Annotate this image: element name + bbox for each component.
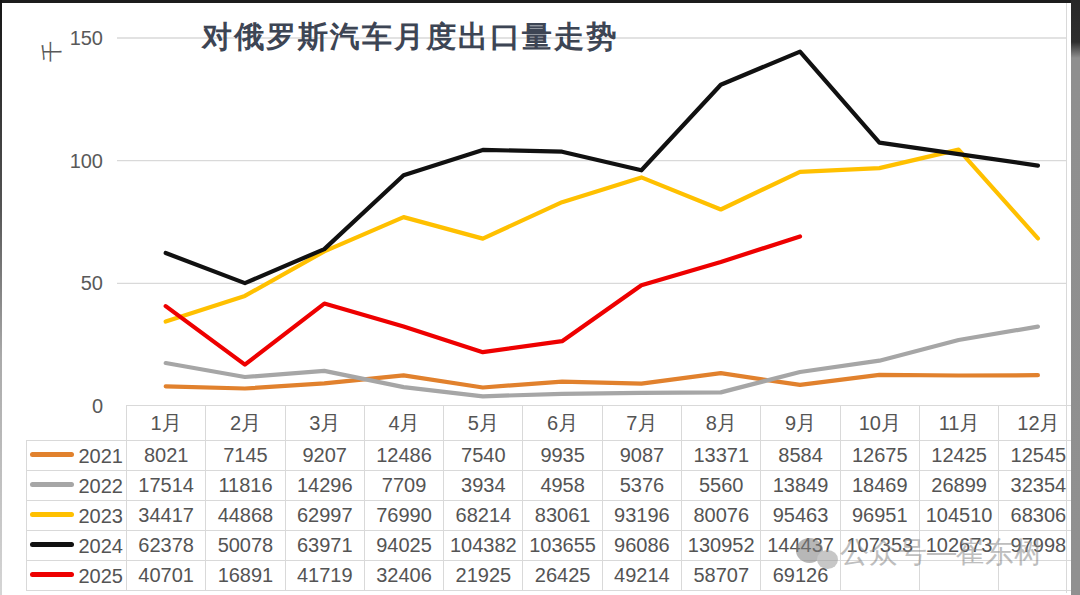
- value-cell: 7540: [444, 441, 523, 471]
- value-cell: 8584: [761, 441, 840, 471]
- series-legend: 2025: [27, 561, 127, 591]
- value-cell: 68306: [999, 501, 1078, 531]
- screenshot-root: 对俄罗斯汽车月度出口量走势 千 050100150 1月2月3月4月5月6月7月…: [0, 0, 1080, 595]
- series-legend: 2022: [27, 471, 127, 501]
- month-header: 1月: [127, 406, 206, 441]
- value-cell: 68214: [444, 501, 523, 531]
- value-cell: 16891: [206, 561, 285, 591]
- y-axis-tick-label: 100: [33, 149, 103, 172]
- screen-edge-top: [0, 0, 1080, 3]
- watermark-text: 公众号—崔东树: [840, 533, 1043, 573]
- value-cell: 12486: [364, 441, 443, 471]
- value-cell: 80076: [682, 501, 761, 531]
- value-cell: 13849: [761, 471, 840, 501]
- value-cell: 94025: [364, 531, 443, 561]
- value-cell: 34417: [127, 501, 206, 531]
- value-cell: 58707: [682, 561, 761, 591]
- series-line-2024: [166, 52, 1038, 284]
- value-cell: 49214: [602, 561, 681, 591]
- value-cell: 62997: [285, 501, 364, 531]
- table-row-2022: 2022175141181614296770939344958537655601…: [27, 471, 1079, 501]
- month-header: 10月: [840, 406, 919, 441]
- table-row-2021: 2021802171459207124867540993590871337185…: [27, 441, 1079, 471]
- chart-title: 对俄罗斯汽车月度出口量走势: [155, 17, 665, 58]
- value-cell: 9087: [602, 441, 681, 471]
- value-cell: 104382: [444, 531, 523, 561]
- value-cell: 76990: [364, 501, 443, 531]
- value-cell: 8021: [127, 441, 206, 471]
- value-cell: 130952: [682, 531, 761, 561]
- value-cell: 50078: [206, 531, 285, 561]
- wechat-logo-icon: [790, 534, 840, 572]
- value-cell: 32406: [364, 561, 443, 591]
- legend-line-swatch: [30, 542, 74, 547]
- month-header: 4月: [364, 406, 443, 441]
- screen-edge-left: [0, 0, 2, 595]
- value-cell: 3934: [444, 471, 523, 501]
- watermark: 公众号—崔东树: [790, 533, 1043, 573]
- month-header: 6月: [523, 406, 602, 441]
- value-cell: 21925: [444, 561, 523, 591]
- series-legend: 2023: [27, 501, 127, 531]
- value-cell: 12675: [840, 441, 919, 471]
- value-cell: 5560: [682, 471, 761, 501]
- value-cell: 26899: [919, 471, 998, 501]
- value-cell: 9935: [523, 441, 602, 471]
- series-line-2023: [166, 150, 1038, 322]
- y-axis-tick-label: 150: [33, 27, 103, 50]
- y-axis-tick-label: 50: [33, 272, 103, 295]
- value-cell: 14296: [285, 471, 364, 501]
- value-cell: 103655: [523, 531, 602, 561]
- value-cell: 7145: [206, 441, 285, 471]
- value-cell: 62378: [127, 531, 206, 561]
- month-header: 2月: [206, 406, 285, 441]
- value-cell: 32354: [999, 471, 1078, 501]
- month-header: 11月: [919, 406, 998, 441]
- series-year-label: 2023: [79, 505, 124, 528]
- legend-line-swatch: [30, 482, 74, 487]
- value-cell: 95463: [761, 501, 840, 531]
- table-row-2023: 2023344174486862997769906821483061931968…: [27, 501, 1079, 531]
- value-cell: 96951: [840, 501, 919, 531]
- legend-line-swatch: [30, 452, 74, 457]
- value-cell: 83061: [523, 501, 602, 531]
- value-cell: 4958: [523, 471, 602, 501]
- month-header: 3月: [285, 406, 364, 441]
- month-header: 8月: [682, 406, 761, 441]
- value-cell: 44868: [206, 501, 285, 531]
- month-header: 9月: [761, 406, 840, 441]
- series-line-2025: [166, 236, 800, 364]
- value-cell: 17514: [127, 471, 206, 501]
- value-cell: 5376: [602, 471, 681, 501]
- value-cell: 104510: [919, 501, 998, 531]
- screen-edge-right: [1071, 0, 1080, 595]
- value-cell: 13371: [682, 441, 761, 471]
- value-cell: 41719: [285, 561, 364, 591]
- value-cell: 96086: [602, 531, 681, 561]
- series-year-label: 2024: [79, 535, 124, 558]
- series-year-label: 2022: [79, 475, 124, 498]
- series-year-label: 2021: [79, 445, 124, 468]
- series-line-2021: [166, 373, 1038, 388]
- table-corner-cell: [27, 406, 127, 441]
- value-cell: 12545: [999, 441, 1078, 471]
- series-legend: 2021: [27, 441, 127, 471]
- month-header: 12月: [999, 406, 1078, 441]
- legend-line-swatch: [30, 572, 74, 577]
- value-cell: 93196: [602, 501, 681, 531]
- month-header: 7月: [602, 406, 681, 441]
- value-cell: 26425: [523, 561, 602, 591]
- series-year-label: 2025: [79, 565, 124, 588]
- value-cell: 40701: [127, 561, 206, 591]
- value-cell: 18469: [840, 471, 919, 501]
- value-cell: 12425: [919, 441, 998, 471]
- value-cell: 9207: [285, 441, 364, 471]
- legend-line-swatch: [30, 512, 74, 517]
- month-header: 5月: [444, 406, 523, 441]
- series-legend: 2024: [27, 531, 127, 561]
- value-cell: 11816: [206, 471, 285, 501]
- value-cell: 63971: [285, 531, 364, 561]
- value-cell: 7709: [364, 471, 443, 501]
